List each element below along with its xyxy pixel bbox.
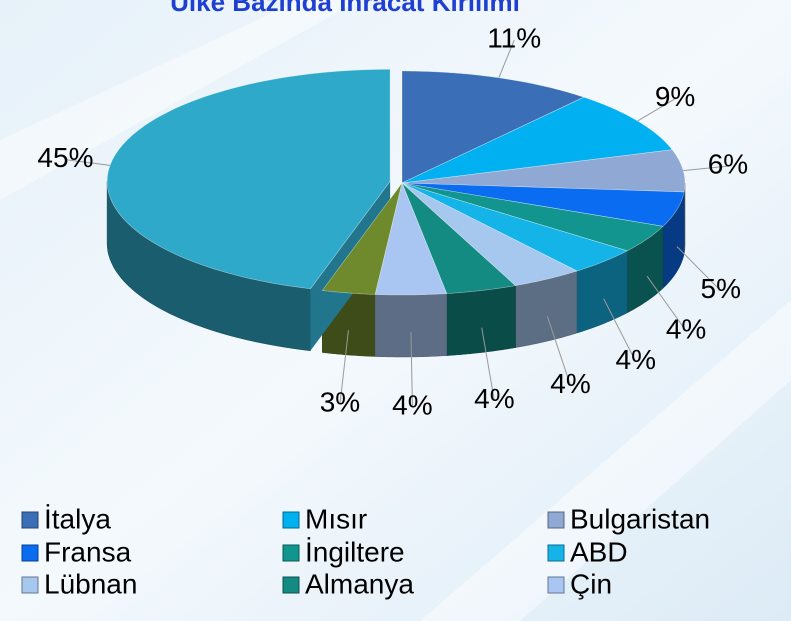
slice (401, 182, 578, 286)
data-label: 11% (487, 23, 541, 54)
leader-line (637, 98, 676, 122)
leader-line (683, 165, 729, 172)
leader-line (603, 298, 637, 362)
leader-line (410, 332, 413, 407)
slice (401, 182, 517, 294)
data-label: 4% (550, 368, 590, 399)
legend-swatch (21, 576, 39, 594)
slice (401, 182, 685, 227)
legend-swatch (282, 544, 300, 562)
leader-line (498, 39, 515, 78)
data-label: 9% (655, 81, 695, 112)
data-label: 5% (701, 273, 741, 304)
data-label: 4% (474, 383, 514, 414)
slice (401, 182, 664, 252)
leader-line (65, 159, 111, 166)
legend-label: Çin (570, 568, 612, 599)
leader-line (481, 327, 495, 401)
slice-side (446, 285, 516, 356)
data-label: 45% (37, 142, 93, 173)
legend-label: Fransa (44, 536, 132, 567)
leader-line (546, 316, 571, 386)
slice (106, 68, 391, 290)
data-label: 4% (392, 389, 432, 420)
legend-swatch (282, 576, 300, 594)
slice (374, 182, 448, 296)
legend-label: İtalya (44, 503, 111, 534)
legend-label: Lübnan (44, 568, 137, 599)
leader-line (339, 330, 349, 405)
slice (321, 182, 403, 295)
legend-swatch (547, 511, 565, 529)
slice (401, 96, 673, 184)
legend-swatch (547, 544, 565, 562)
slice (401, 70, 585, 184)
legend-swatch (21, 544, 39, 562)
slice (401, 182, 628, 272)
data-label: 6% (708, 149, 748, 180)
leader-line (646, 275, 687, 332)
data-label: 3% (320, 387, 360, 418)
pie: 11% 9% 6% 5% 4% 4% 4% 4% 4% 3% 45% (37, 23, 748, 421)
chart-title: Ülke Bazında İhracat Kırılımı (170, 0, 520, 17)
legend-swatch (547, 576, 565, 594)
legend-label: Almanya (305, 568, 414, 599)
data-label: 4% (666, 313, 706, 344)
data-label: 4% (616, 344, 656, 375)
legend-label: ABD (570, 536, 628, 567)
legend-swatch (21, 511, 39, 529)
legend-label: Mısır (305, 503, 367, 534)
legend-label: İngiltere (305, 536, 405, 567)
leader-line (676, 246, 722, 292)
legend-label: Bulgaristan (570, 503, 710, 534)
legend-swatch (282, 511, 300, 529)
legend: İtalya Mısır Bulgaristan Fransa İngiltere ABD… (21, 503, 710, 599)
